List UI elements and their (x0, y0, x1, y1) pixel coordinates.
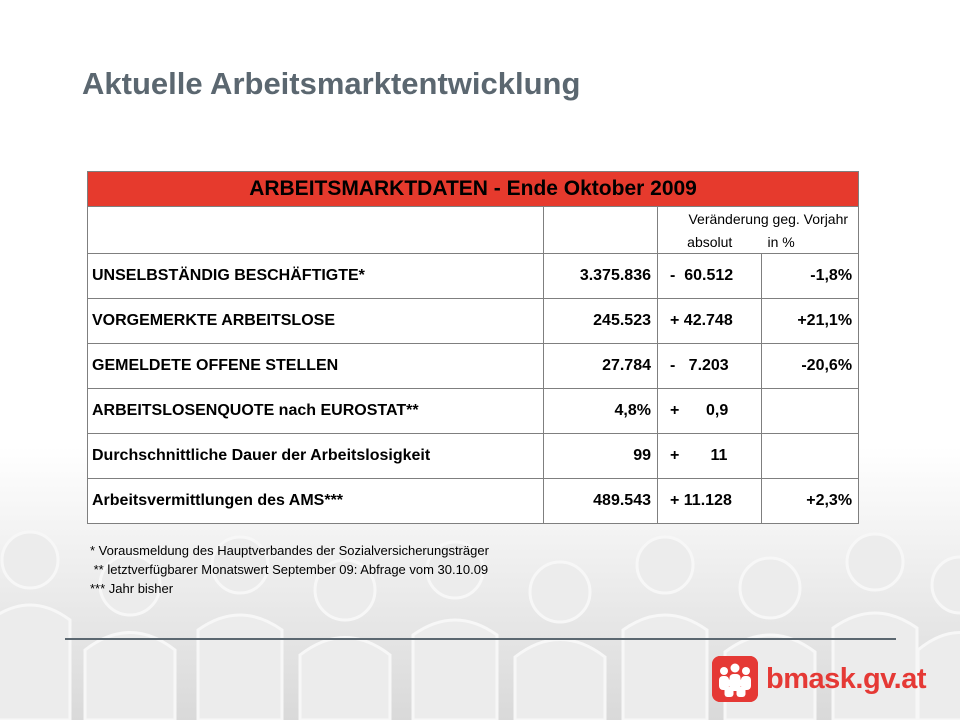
people-group-icon (712, 656, 758, 702)
footer-divider (65, 638, 896, 640)
table-row: ARBEITSLOSENQUOTE nach EUROSTAT** 4,8% +… (87, 388, 860, 434)
row-value: 99 (543, 433, 658, 479)
row-change-percent: -1,8% (760, 253, 860, 299)
percent-header: in % (761, 230, 860, 254)
row-value: 27.784 (543, 343, 658, 389)
row-change-absolute: + 11 (657, 433, 762, 479)
row-change-absolute: - 60.512 (657, 253, 762, 299)
row-label: ARBEITSLOSENQUOTE nach EUROSTAT** (87, 388, 544, 434)
row-label: Durchschnittliche Dauer der Arbeitslosig… (87, 433, 544, 479)
row-value: 3.375.836 (543, 253, 658, 299)
table-row: Durchschnittliche Dauer der Arbeitslosig… (87, 433, 860, 479)
row-change-percent: +2,3% (760, 478, 860, 524)
footnote: *** Jahr bisher (90, 581, 174, 596)
table-header-row: ARBEITSMARKTDATEN - Ende Oktober 2009 (86, 171, 860, 207)
row-label: UNSELBSTÄNDIG BESCHÄFTIGTE* (87, 253, 544, 299)
table-row: UNSELBSTÄNDIG BESCHÄFTIGTE* 3.375.836 - … (87, 253, 860, 299)
slide-title: Aktuelle Arbeitsmarktentwicklung (82, 66, 581, 101)
logo-text: bmask.gv.at (766, 662, 926, 695)
absolute-header: absolut (657, 230, 762, 254)
row-change-absolute: - 7.203 (657, 343, 762, 389)
table-row: VORGEMERKTE ARBEITSLOSE 245.523 + 42.748… (87, 298, 860, 344)
empty-label-header (87, 206, 544, 254)
subheader-units-row: absolut in % (88, 230, 860, 254)
footnote: * Vorausmeldung des Hauptverbandes der S… (90, 543, 489, 558)
row-change-percent: -20,6% (760, 343, 860, 389)
row-label: VORGEMERKTE ARBEITSLOSE (87, 298, 544, 344)
table-row: GEMELDETE OFFENE STELLEN 27.784 - 7.203 … (87, 343, 860, 389)
row-change-absolute: + 11.128 (657, 478, 762, 524)
row-label: GEMELDETE OFFENE STELLEN (87, 343, 544, 389)
table-title: ARBEITSMARKTDATEN - Ende Oktober 2009 (86, 171, 860, 207)
row-value: 489.543 (543, 478, 658, 524)
labour-market-table: ARBEITSMARKTDATEN - Ende Oktober 2009 Ve… (86, 171, 860, 524)
change-header: Veränderung geg. Vorjahr (656, 206, 860, 230)
row-change-percent (760, 388, 860, 434)
row-change-absolute: + 0,9 (657, 388, 762, 434)
row-label: Arbeitsvermittlungen des AMS*** (87, 478, 544, 524)
row-value: 245.523 (543, 298, 658, 344)
row-change-percent (760, 433, 860, 479)
empty-value-header (543, 206, 658, 254)
footnote: ** letztverfügbarer Monatswert September… (90, 562, 489, 577)
row-value: 4,8% (543, 388, 658, 434)
footnotes: * Vorausmeldung des Hauptverbandes der S… (90, 541, 489, 598)
bmask-logo[interactable]: bmask.gv.at (712, 656, 926, 702)
row-change-absolute: + 42.748 (657, 298, 762, 344)
table-row: Arbeitsvermittlungen des AMS*** 489.543 … (87, 478, 860, 524)
row-change-percent: +21,1% (760, 298, 860, 344)
subheader-row: Veränderung geg. Vorjahr (87, 206, 860, 254)
